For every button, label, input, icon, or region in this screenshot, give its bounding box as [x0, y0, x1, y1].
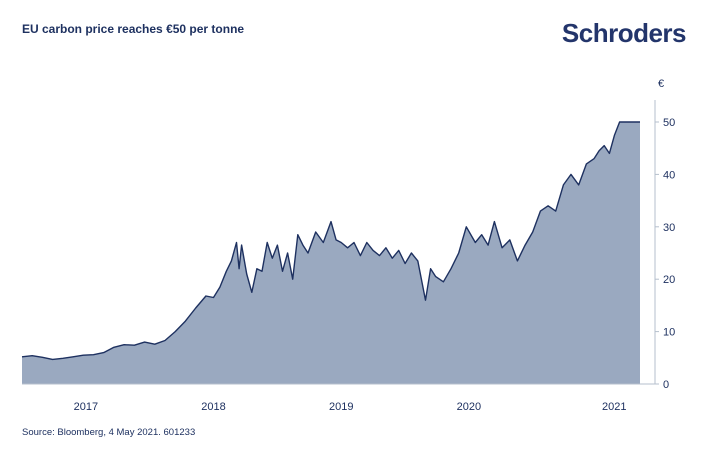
price-line [21, 121, 640, 361]
price-area [22, 122, 640, 384]
y-tick-label: 10 [663, 327, 675, 339]
x-tick-label: 2017 [74, 401, 98, 413]
schroders-logo: Schroders [561, 18, 687, 48]
y-axis: €0 10 20 30 40 50 [654, 78, 675, 391]
source-note: Source: Bloomberg, 4 May 2021. 601233 [22, 427, 196, 438]
y-tick-label: 50 [663, 117, 675, 129]
y-tick-label: 20 [663, 274, 675, 286]
x-tick-label: 2018 [201, 401, 225, 413]
chart-title: EU carbon price reaches €50 per tonne [22, 22, 245, 36]
y-axis-unit-label: € [658, 78, 664, 90]
x-tick-label: 2019 [329, 401, 353, 413]
y-tick-label: 0 [663, 379, 669, 391]
plot-area [21, 121, 640, 384]
y-tick-label: 30 [663, 222, 675, 234]
x-axis: 2017 2018 2019 2020 2021 [22, 383, 655, 413]
x-tick-label: 2021 [602, 401, 626, 413]
x-tick-label: 2020 [457, 401, 481, 413]
y-tick-label: 40 [663, 169, 675, 181]
